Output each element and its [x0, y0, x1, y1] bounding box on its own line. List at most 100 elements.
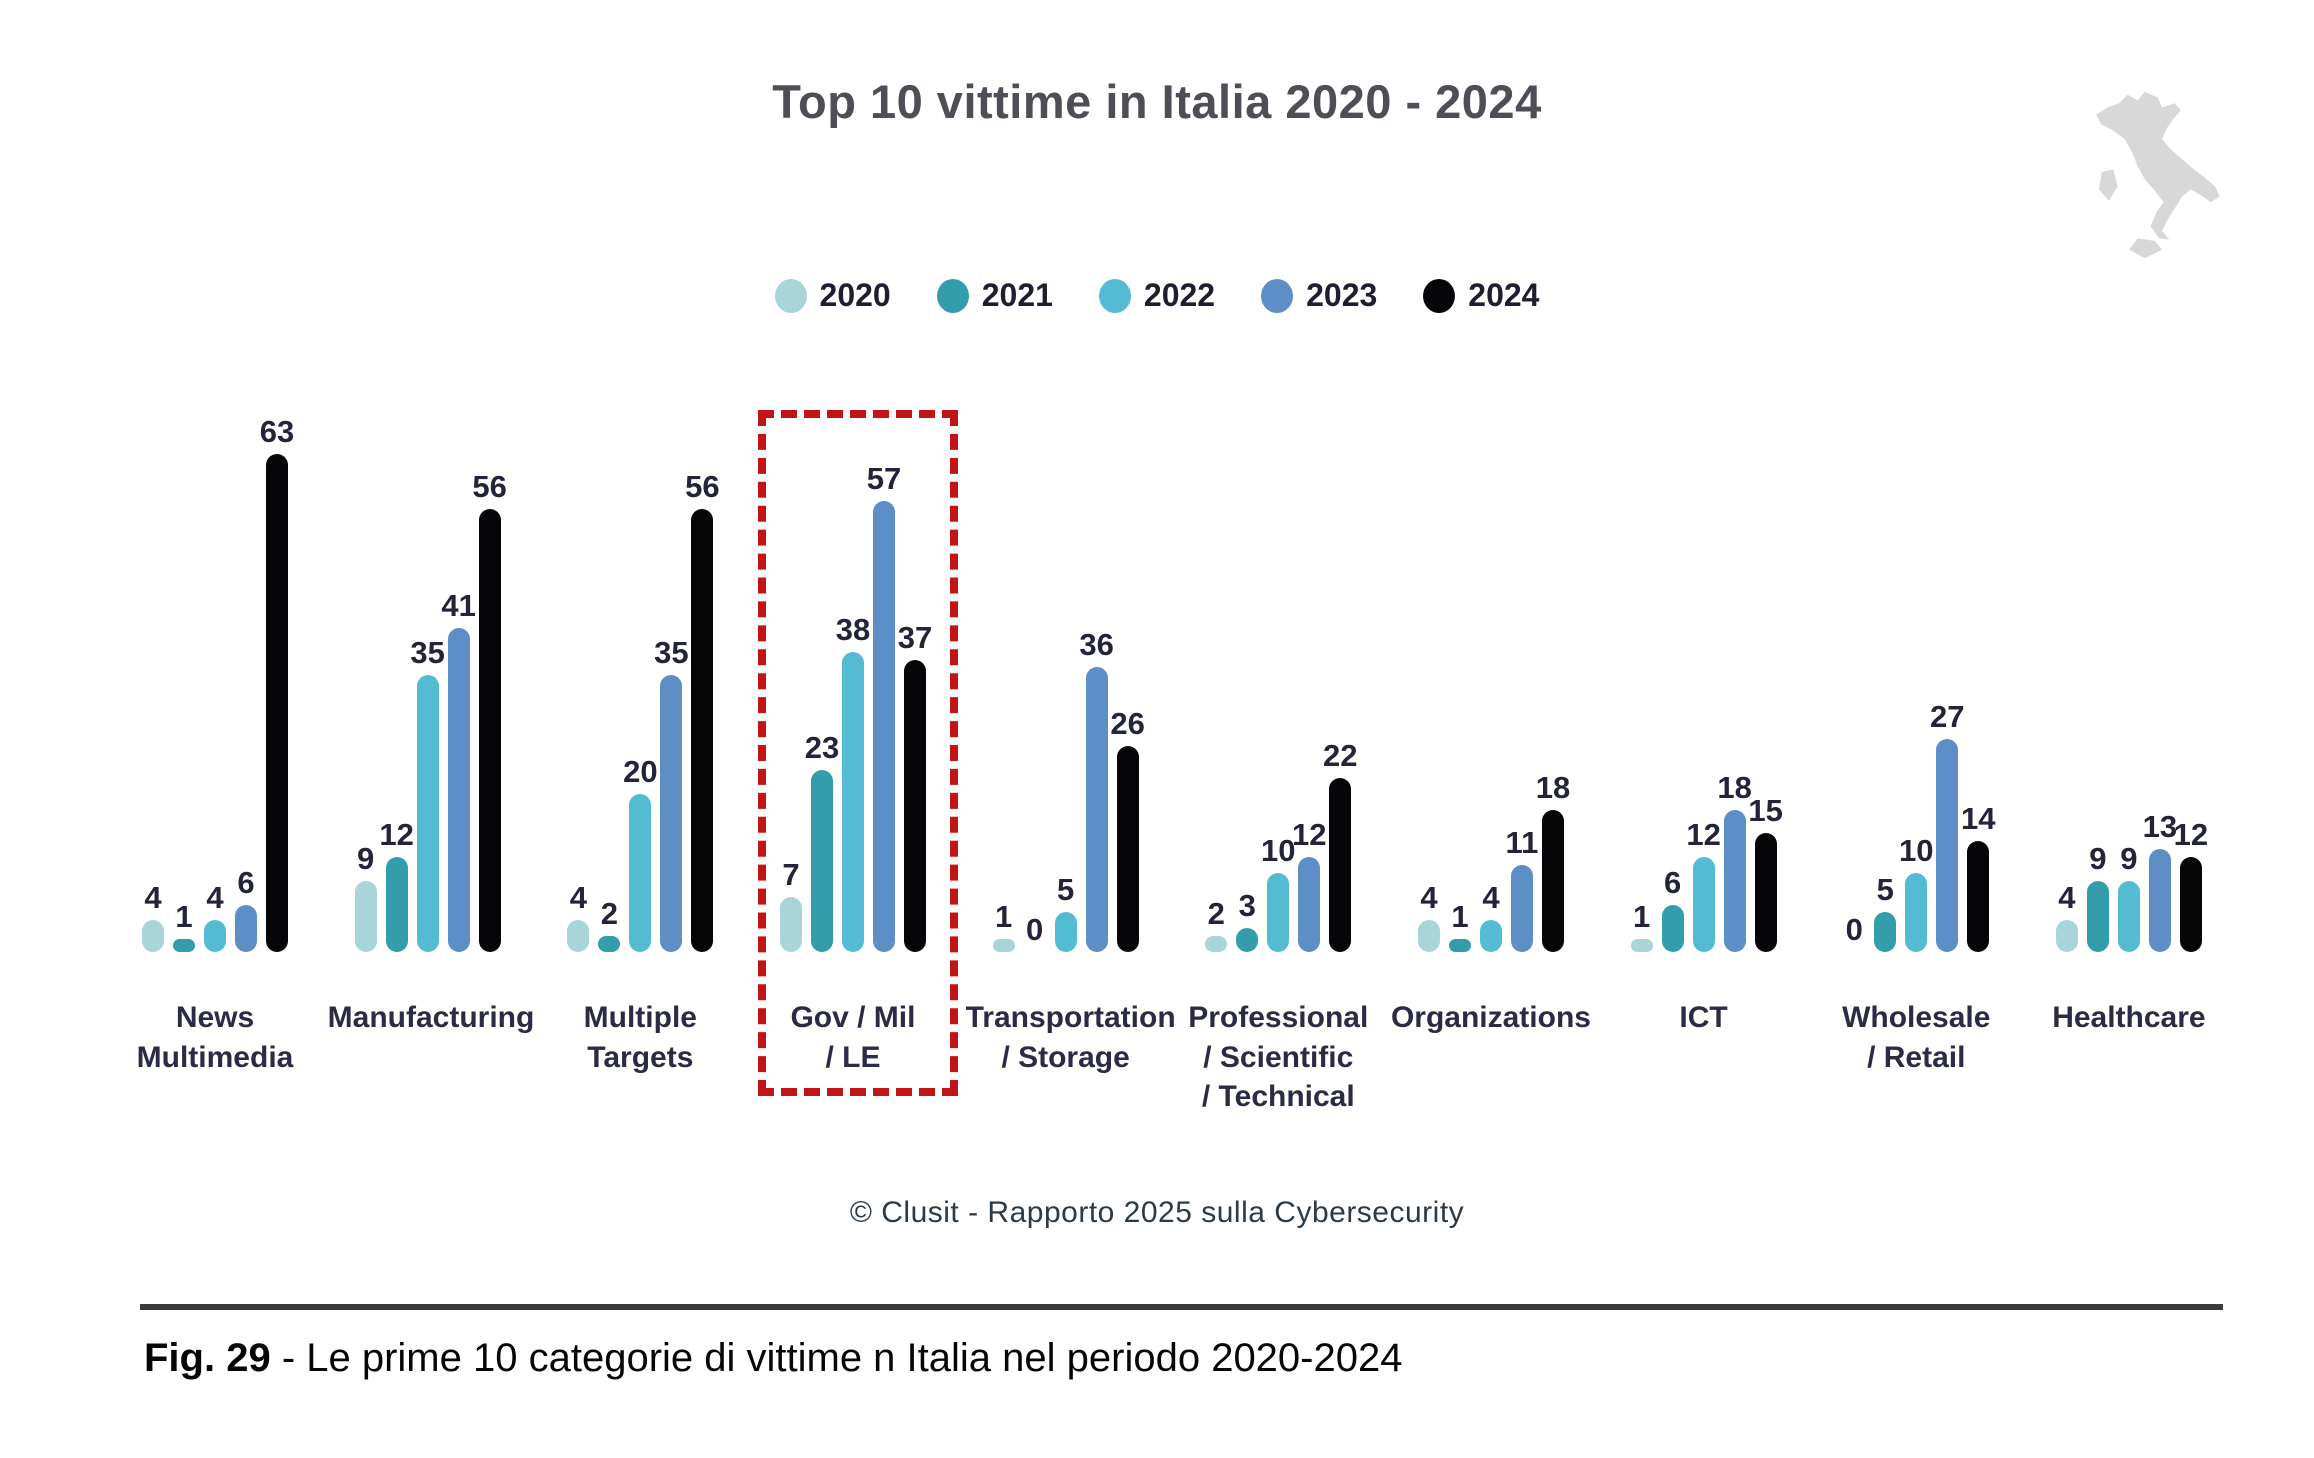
- bar-slot-2022-gov-mil-le: 38: [836, 614, 870, 952]
- legend-item-2023: 2023: [1261, 277, 1377, 314]
- bar-slot-2024-ict: 15: [1748, 795, 1783, 952]
- bar-2022-news-multimedia: [204, 920, 226, 952]
- bar-slot-2020-professional-scientific-technical: 2: [1205, 896, 1228, 952]
- legend-item-2021: 2021: [936, 277, 1053, 314]
- bar-value-label: 12: [1686, 817, 1721, 853]
- bar-value-label: 56: [472, 469, 507, 505]
- bar-2023-wholesale-retail: [1936, 739, 1959, 952]
- bar-slot-2020-gov-mil-le: 7: [779, 859, 802, 952]
- bar-value-label: 36: [1079, 627, 1114, 663]
- bar-value-label: 63: [259, 414, 295, 450]
- bar-value-label: 37: [897, 620, 933, 656]
- category-label-line: Manufacturing: [327, 1001, 535, 1034]
- bar-slot-2020-news-multimedia: 4: [142, 882, 164, 952]
- bar-2021-organizations: [1448, 939, 1471, 952]
- bar-2022-organizations: [1479, 920, 1502, 952]
- bar-2023-news-multimedia: [235, 905, 257, 952]
- bar-2020-healthcare: [2055, 920, 2078, 952]
- category-label-line: Targets: [587, 1040, 694, 1074]
- italy-map-icon: [2096, 91, 2220, 259]
- bars-news-multimedia: 4 1 4 6 63: [115, 414, 315, 952]
- bar-slot-2024-professional-scientific-technical: 22: [1323, 740, 1358, 952]
- bar-value-label: 1: [1451, 899, 1469, 935]
- bar-value-label: 12: [2173, 817, 2209, 853]
- bar-value-label: 1: [1632, 899, 1651, 935]
- bar-slot-2023-manufacturing: 41: [441, 590, 476, 952]
- bar-2020-multiple-targets: [567, 920, 590, 952]
- bar-group-wholesale-retail: 0 5 10 27 14 Wholesale / Retail: [1816, 418, 2016, 1126]
- category-label-line: Wholesale: [1842, 1001, 1991, 1034]
- legend-item-2020: 2020: [774, 277, 891, 314]
- bar-slot-2024-gov-mil-le: 37: [898, 622, 932, 952]
- bar-2020-ict: [1630, 939, 1653, 952]
- legend-dot-2021: [936, 278, 969, 313]
- category-label-ict: ICT: [1604, 998, 1804, 1126]
- bar-value-label: 11: [1505, 825, 1539, 861]
- bar-2023-multiple-targets: [660, 675, 683, 952]
- bar-value-label: 4: [206, 880, 224, 916]
- bars-ict: 1 6 12 18 15: [1604, 418, 1804, 952]
- bar-2021-ict: [1661, 905, 1684, 952]
- bar-value-label: 35: [410, 635, 445, 671]
- bar-slot-2024-healthcare: 12: [2174, 819, 2208, 952]
- bar-group-transportation-storage: 1 0 5 36 26 Transportation / Storage: [966, 418, 1176, 1126]
- legend-dot-2023: [1261, 278, 1294, 313]
- bar-slot-2020-ict: 1: [1630, 899, 1653, 952]
- category-label-line: ICT: [1679, 1001, 1728, 1034]
- bar-slot-2024-multiple-targets: 56: [685, 471, 720, 952]
- bar-value-label: 23: [804, 730, 840, 766]
- bar-slot-2023-transportation-storage: 36: [1079, 629, 1114, 952]
- bar-slot-2021-transportation-storage: 0: [1024, 914, 1046, 952]
- bar-slot-2024-organizations: 18: [1536, 772, 1570, 952]
- bar-value-label: 20: [623, 754, 658, 790]
- bar-value-label: 4: [2058, 880, 2076, 916]
- bar-slot-2023-professional-scientific-technical: 12: [1292, 819, 1327, 952]
- bar-slot-2021-wholesale-retail: 5: [1874, 874, 1897, 952]
- bar-2020-organizations: [1417, 920, 1440, 952]
- category-label-line: / Retail: [1867, 1040, 1966, 1074]
- figure-caption-label: Fig. 29: [144, 1336, 271, 1380]
- bar-value-label: 5: [1057, 872, 1075, 908]
- category-label-line: Organizations: [1390, 1001, 1591, 1034]
- bar-2024-ict: [1754, 833, 1777, 952]
- bar-value-label: 27: [1930, 699, 1965, 735]
- bar-2024-organizations: [1541, 810, 1564, 952]
- category-label-wholesale-retail: Wholesale / Retail: [1816, 998, 2016, 1126]
- category-label-line: Multiple: [583, 1001, 697, 1034]
- bar-2024-multiple-targets: [691, 509, 714, 952]
- bar-value-label: 3: [1238, 888, 1256, 924]
- bar-value-label: 2: [1207, 896, 1225, 932]
- bar-slot-2022-ict: 12: [1686, 819, 1721, 952]
- divider-rule: [140, 1304, 2223, 1310]
- category-label-line: / LE: [825, 1040, 881, 1074]
- bar-2020-news-multimedia: [142, 920, 164, 952]
- bar-value-label: 26: [1110, 706, 1145, 742]
- bar-2020-manufacturing: [354, 881, 377, 952]
- bars-professional-scientific-technical: 2 3 10 12 22: [1178, 418, 1378, 952]
- bar-slot-2022-news-multimedia: 4: [204, 882, 226, 952]
- bar-slot-2022-transportation-storage: 5: [1054, 872, 1077, 952]
- bar-2021-wholesale-retail: [1874, 912, 1897, 952]
- bar-2024-news-multimedia: [266, 454, 288, 952]
- bar-value-label: 57: [866, 461, 902, 497]
- bar-slot-2021-multiple-targets: 2: [598, 898, 621, 952]
- legend-dot-2024: [1423, 278, 1456, 313]
- bar-value-label: 12: [379, 817, 414, 853]
- bar-2023-organizations: [1510, 865, 1533, 952]
- legend-dot-2020: [774, 278, 807, 313]
- bar-2024-professional-scientific-technical: [1329, 778, 1352, 952]
- bar-slot-2022-organizations: 4: [1479, 882, 1502, 952]
- bar-2023-transportation-storage: [1085, 667, 1108, 952]
- bar-value-label: 4: [1420, 880, 1438, 916]
- bar-2022-transportation-storage: [1054, 912, 1077, 952]
- bar-slot-2022-wholesale-retail: 10: [1899, 835, 1934, 952]
- figure-caption: Fig. 29 - Le prime 10 categorie di vitti…: [144, 1336, 2314, 1381]
- bars-organizations: 4 1 4 11 18: [1391, 418, 1591, 952]
- bar-slot-2024-manufacturing: 56: [472, 471, 507, 952]
- category-label-transportation-storage: Transportation / Storage: [966, 998, 1176, 1126]
- bar-value-label: 10: [1899, 833, 1934, 869]
- bar-slot-2024-wholesale-retail: 14: [1961, 803, 1996, 952]
- legend-label: 2023: [1306, 277, 1378, 313]
- bar-group-professional-scientific-technical: 2 3 10 12 22 Professional / Scientific / Techni…: [1178, 418, 1378, 1126]
